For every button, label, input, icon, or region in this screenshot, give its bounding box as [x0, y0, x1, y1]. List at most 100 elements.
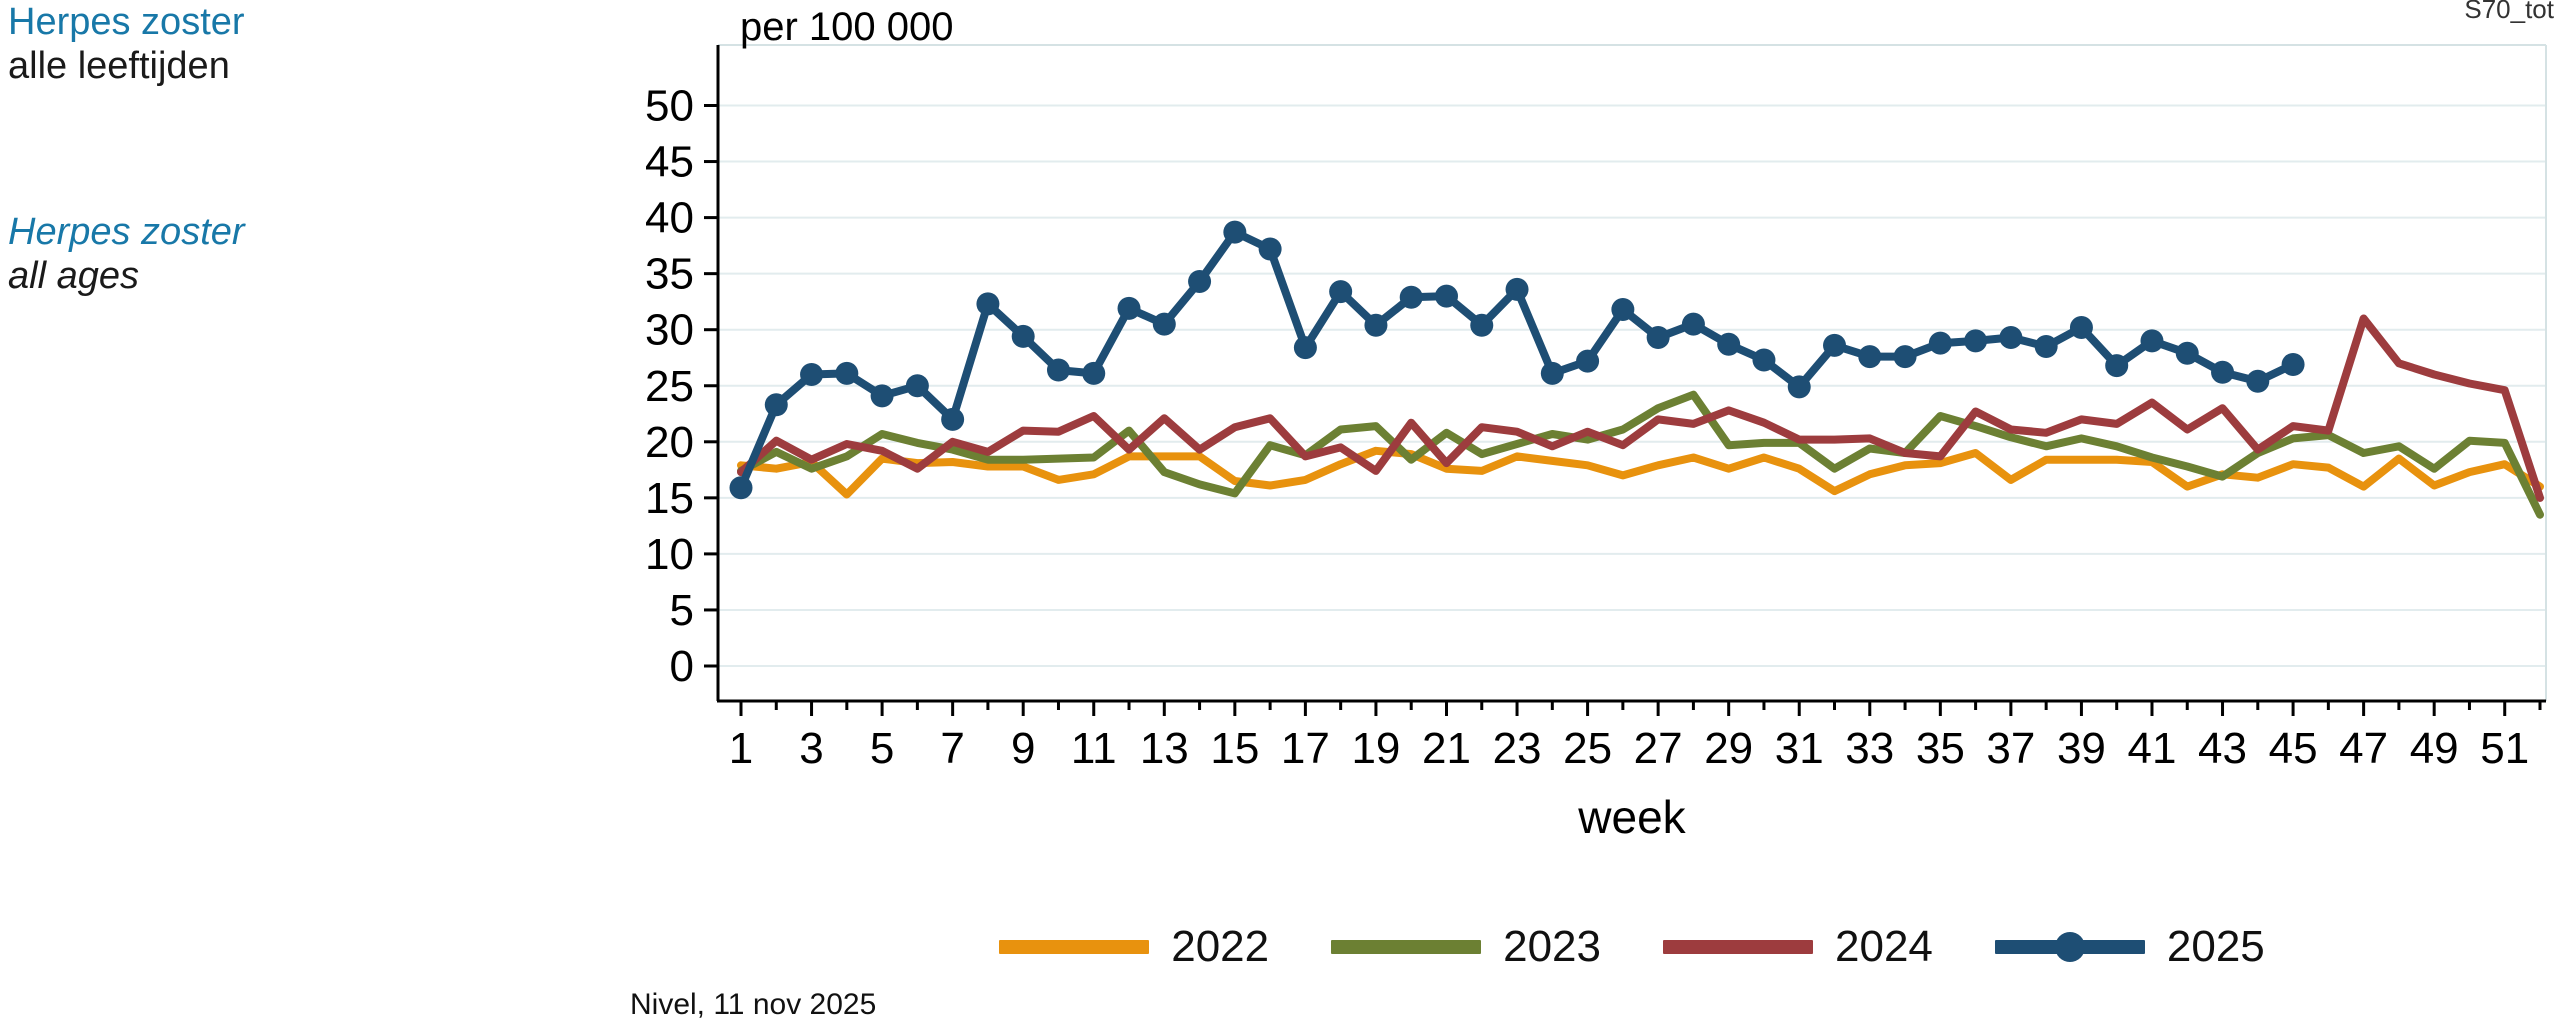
series-marker-2025 — [1928, 331, 1952, 355]
x-axis-tick-label: 31 — [1775, 724, 1824, 773]
series-marker-2025 — [2281, 352, 2305, 376]
series-marker-2025 — [2069, 315, 2093, 339]
series-marker-2025 — [1505, 277, 1529, 301]
legend-swatch-2022 — [999, 940, 1150, 954]
series-marker-2025 — [1223, 220, 1247, 244]
series-marker-2025 — [2246, 369, 2270, 393]
legend-swatch-2023 — [1331, 940, 1482, 954]
series-line-2022 — [737, 446, 2544, 499]
legend-item-2023: 2023 — [1331, 922, 1601, 972]
series-marker-2025 — [1576, 349, 1600, 373]
series-marker-2025 — [835, 361, 859, 385]
x-axis-tick-label: 3 — [799, 724, 823, 773]
series-marker-2025 — [2175, 341, 2199, 365]
legend-swatch-2024 — [1663, 940, 1813, 954]
y-axis-tick-label: 15 — [645, 474, 694, 523]
series-marker-2025 — [1893, 345, 1917, 369]
series-marker-2025 — [1046, 358, 1070, 382]
y-axis-tick-label: 5 — [670, 586, 694, 635]
series-marker-2025 — [1717, 332, 1741, 356]
x-axis-tick-label: 21 — [1422, 724, 1471, 773]
series-marker-2025 — [1434, 284, 1458, 308]
series-marker-2025 — [729, 476, 753, 500]
series-marker-2025 — [1082, 361, 1106, 385]
chart-legend: 2022 2023 2024 2025 — [718, 922, 2546, 972]
y-axis-tick-label: 0 — [670, 642, 694, 691]
x-axis-tick-label: 35 — [1916, 724, 1965, 773]
legend-marker-dot-2025 — [2054, 932, 2085, 962]
series-marker-2025 — [1646, 326, 1670, 350]
series-marker-2025 — [976, 292, 1000, 316]
y-axis-tick-label: 50 — [645, 82, 694, 131]
legend-label-2023: 2023 — [1503, 922, 1601, 971]
legend-item-2025: 2025 — [1994, 922, 2265, 972]
legend-label-2025: 2025 — [2166, 922, 2265, 971]
x-axis-tick-label: 5 — [870, 724, 894, 773]
x-axis-tick-label: 19 — [1351, 724, 1400, 773]
x-axis-tick-label: 23 — [1493, 724, 1542, 773]
x-axis-tick-label: 1 — [729, 724, 753, 773]
series-marker-2025 — [905, 374, 929, 398]
x-axis-tick-label: 25 — [1563, 724, 1612, 773]
x-axis-tick-label: 13 — [1140, 724, 1189, 773]
y-axis-tick-label: 45 — [645, 138, 694, 187]
series-marker-2025 — [1399, 285, 1423, 309]
x-axis-tick-label: 45 — [2269, 724, 2318, 773]
series-marker-2025 — [1752, 348, 1776, 372]
series-marker-2025 — [1470, 313, 1494, 337]
legend-item-2024: 2024 — [1663, 922, 1933, 972]
y-axis-tick-label: 25 — [645, 362, 694, 411]
x-axis-tick-label: 37 — [1986, 724, 2035, 773]
x-axis-tick-label: 17 — [1281, 724, 1330, 773]
series-marker-2025 — [1787, 375, 1811, 399]
x-axis-tick-label: 47 — [2339, 724, 2388, 773]
series-marker-2025 — [1188, 269, 1212, 293]
y-axis-title: per 100 000 — [740, 5, 954, 49]
legend-label-2024: 2024 — [1835, 922, 1933, 971]
series-marker-2025 — [1611, 298, 1635, 322]
series-marker-2025 — [1011, 324, 1035, 348]
x-axis-tick-label: 43 — [2198, 724, 2247, 773]
chart-subtitle-english: all ages — [8, 255, 139, 297]
series-marker-2025 — [1823, 333, 1847, 357]
legend-item-2022: 2022 — [999, 922, 1269, 972]
series-marker-2025 — [1964, 329, 1988, 353]
series-marker-2025 — [1117, 296, 1141, 320]
chart-title-english: Herpes zoster — [8, 211, 245, 253]
title-block-english: Herpes zoster all ages — [8, 210, 245, 298]
x-axis-tick-label: 11 — [1071, 724, 1117, 773]
series-marker-2025 — [1293, 336, 1317, 360]
x-axis-title: week — [1577, 791, 1686, 843]
x-axis-tick-label: 27 — [1634, 724, 1683, 773]
legend-label-2022: 2022 — [1171, 922, 1270, 971]
series-marker-2025 — [1858, 345, 1882, 369]
x-axis-tick-label: 41 — [2128, 724, 2177, 773]
source-footer: Nivel, 11 nov 2025 — [630, 988, 877, 1021]
x-axis-tick-label: 15 — [1210, 724, 1259, 773]
x-axis-tick-label: 33 — [1845, 724, 1894, 773]
series-marker-2025 — [941, 407, 965, 431]
x-axis-tick-label: 51 — [2480, 724, 2529, 773]
y-axis-tick-label: 10 — [645, 530, 694, 579]
indicator-code-label: S70_tot — [2464, 0, 2554, 24]
series-marker-2025 — [1540, 361, 1564, 385]
series-marker-2025 — [800, 363, 824, 387]
series-marker-2025 — [2034, 335, 2058, 359]
series-line-2023 — [737, 390, 2544, 519]
series-marker-2025 — [2105, 354, 2129, 378]
x-axis-tick-label: 39 — [2057, 724, 2106, 773]
x-axis-tick-label: 7 — [940, 724, 964, 773]
x-axis-tick-label: 9 — [1011, 724, 1035, 773]
series-marker-2025 — [2211, 360, 2235, 384]
series-marker-2025 — [1999, 326, 2023, 350]
y-axis-tick-label: 40 — [645, 194, 694, 243]
x-axis-tick-label: 29 — [1704, 724, 1753, 773]
series-marker-2025 — [1329, 280, 1353, 304]
chart-title-dutch: Herpes zoster — [8, 1, 245, 43]
y-axis-tick-label: 20 — [645, 418, 694, 467]
series-marker-2025 — [1152, 312, 1176, 336]
x-axis-tick-label: 49 — [2410, 724, 2459, 773]
y-axis-tick-label: 35 — [645, 250, 694, 299]
